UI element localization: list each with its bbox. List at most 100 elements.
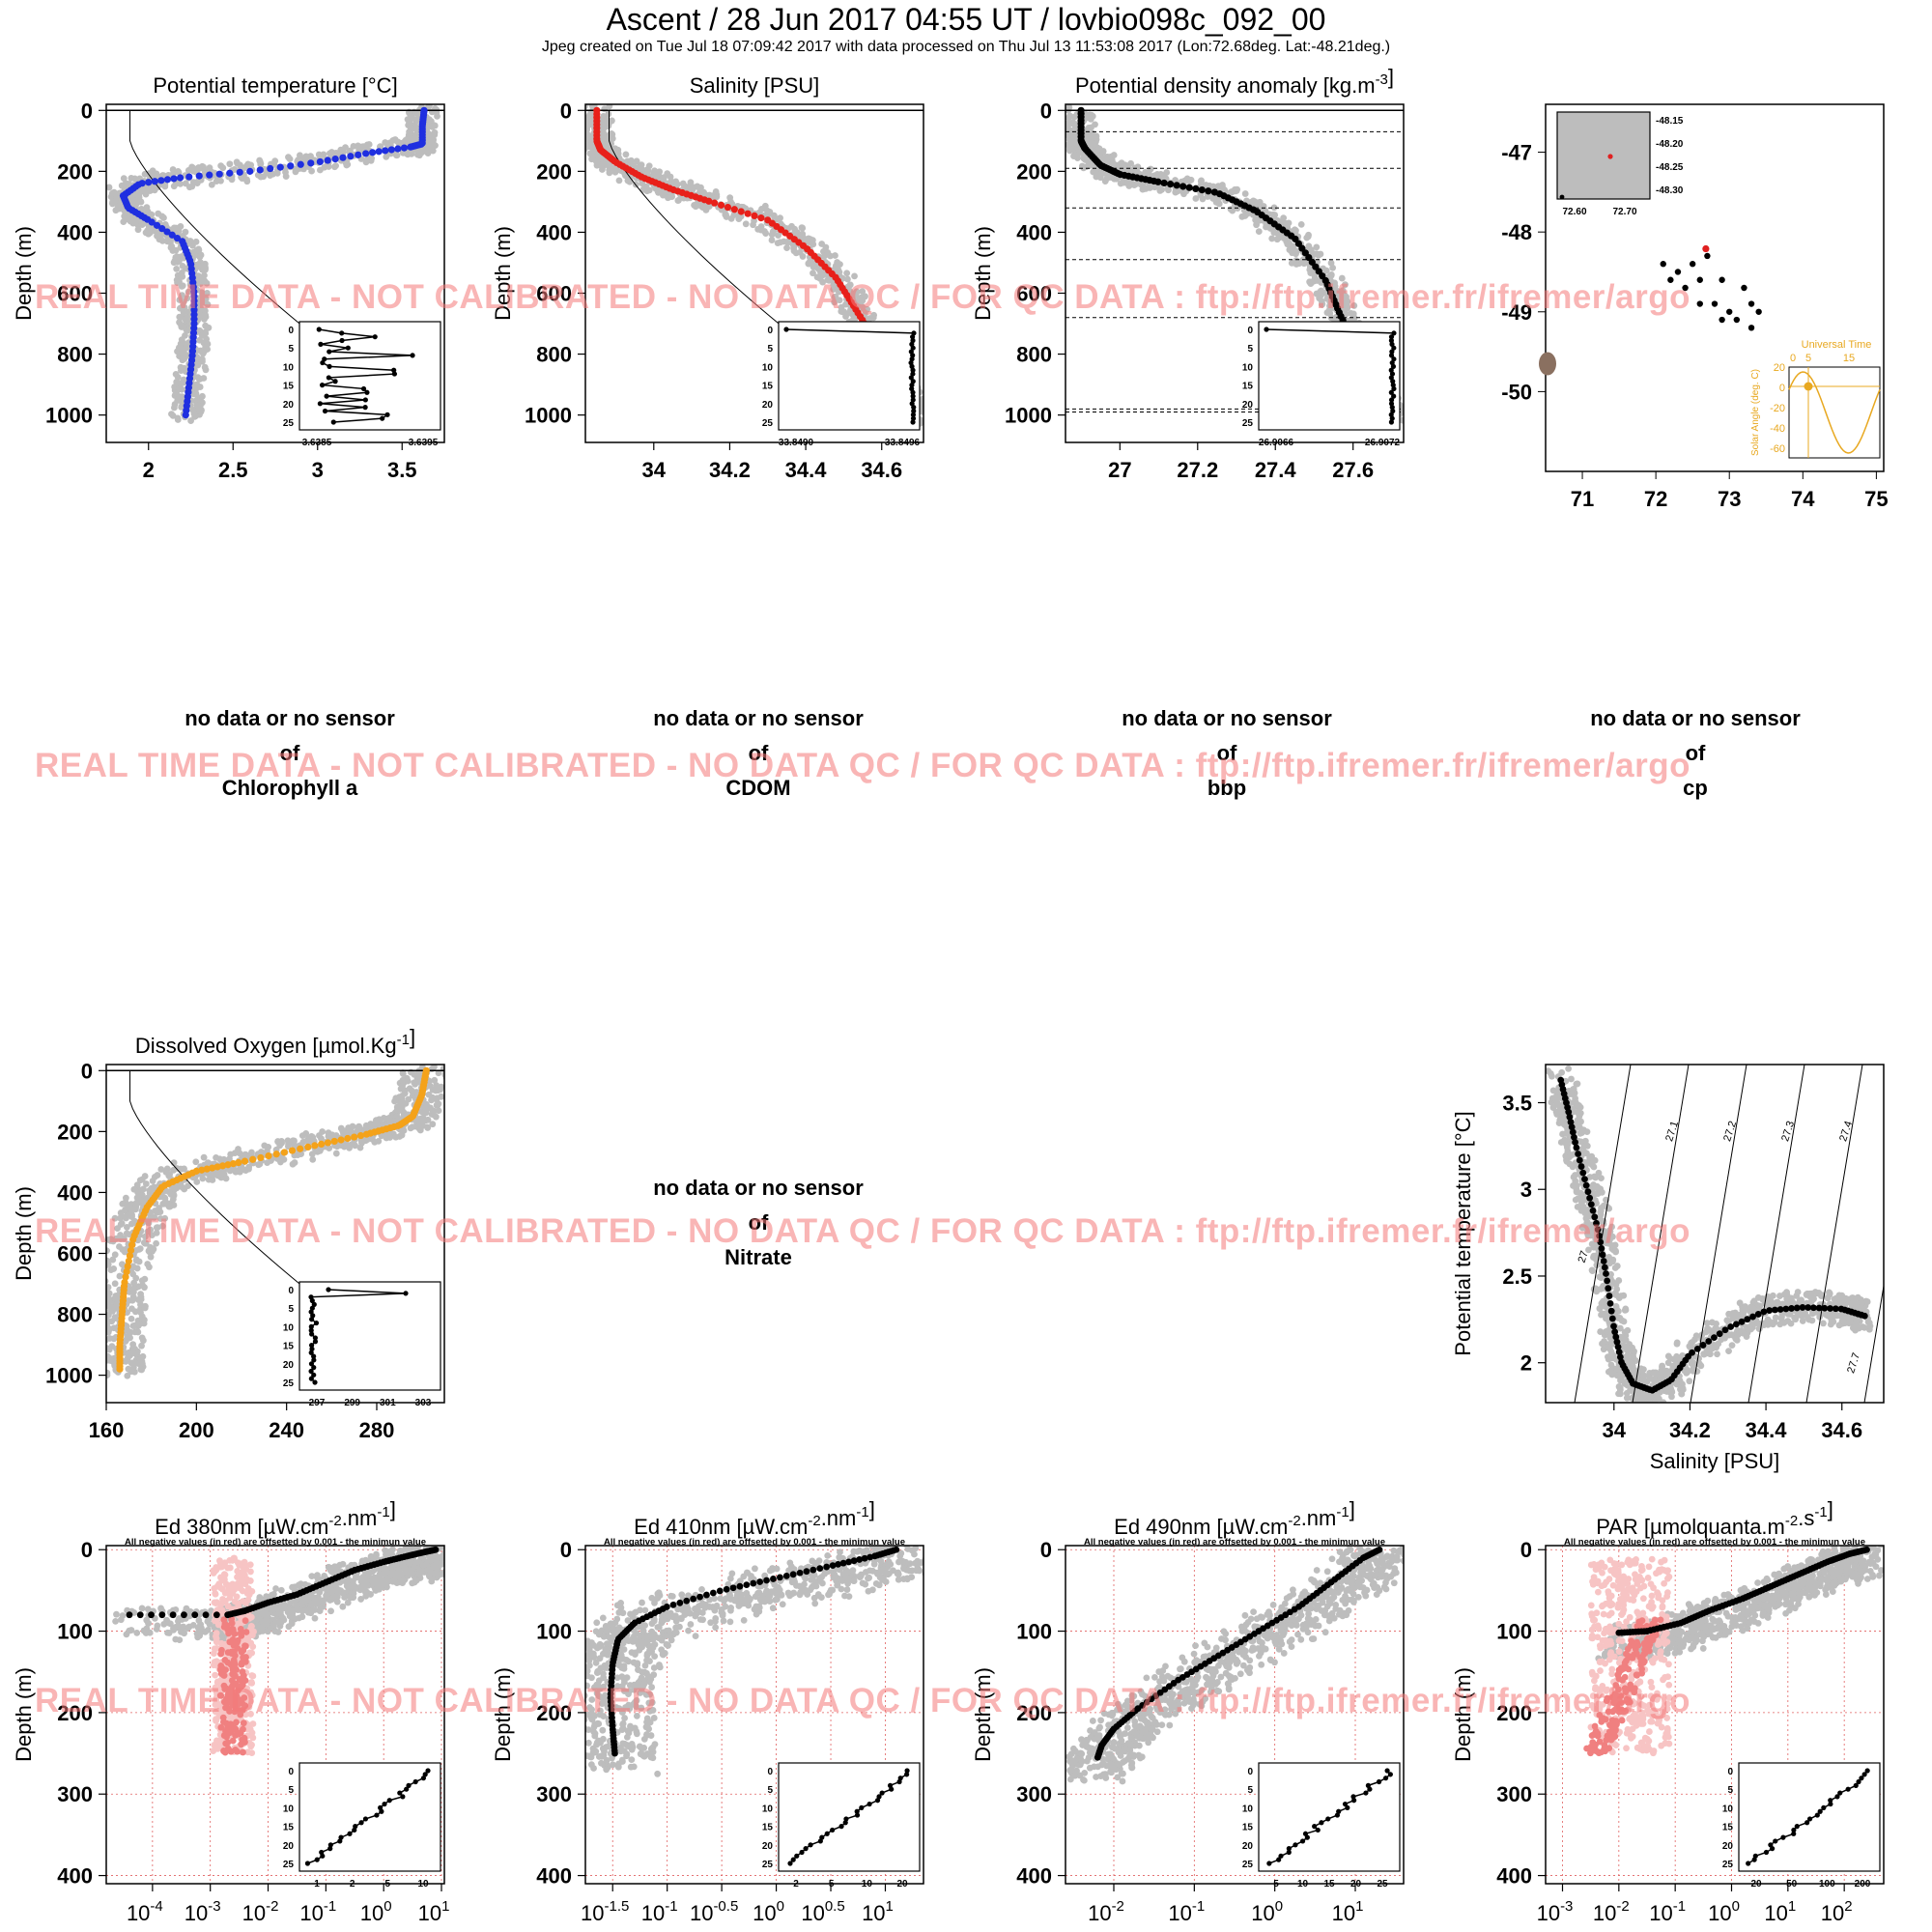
climatology-point — [761, 228, 768, 235]
solar-x-tick-label: 0 — [1790, 353, 1796, 364]
climatology-point — [202, 329, 210, 337]
climatology-point — [151, 1173, 158, 1180]
profile-point — [330, 1137, 338, 1146]
climatology-point — [326, 150, 333, 157]
climatology-point — [1568, 1075, 1575, 1083]
climatology-point — [134, 226, 142, 234]
climatology-point — [1122, 161, 1129, 169]
climatology-point — [1107, 174, 1115, 181]
climatology-point — [99, 1282, 105, 1289]
climatology-point — [136, 1361, 144, 1368]
climatology-point — [665, 194, 671, 202]
float-position-point — [1733, 316, 1741, 324]
x-tick-label: 3.5 — [387, 458, 417, 482]
climatology-point — [1197, 191, 1205, 199]
climatology-point — [1088, 124, 1094, 131]
climatology-point — [200, 349, 208, 355]
climatology-point — [614, 150, 622, 157]
solar-x-tick-label: 15 — [1843, 353, 1855, 364]
climatology-point — [167, 238, 174, 244]
inset-y-tick-label: 20 — [1242, 400, 1254, 411]
climatology-point — [129, 1263, 137, 1270]
climatology-point — [1101, 178, 1109, 185]
climatology-point — [606, 169, 613, 177]
climatology-point — [205, 324, 213, 331]
climatology-point — [328, 1131, 336, 1139]
zoom-y-tick-label: -48.30 — [1656, 185, 1684, 196]
climatology-point — [174, 374, 182, 381]
profile-point — [182, 412, 189, 419]
climatology-point — [1072, 132, 1080, 140]
climatology-point — [702, 203, 710, 211]
climatology-point — [118, 182, 126, 189]
climatology-point — [169, 247, 177, 254]
climatology-point — [869, 314, 877, 322]
y-tick-label: 200 — [536, 159, 572, 184]
climatology-point — [1084, 114, 1091, 122]
climatology-point — [1130, 182, 1138, 189]
profile-point — [1154, 178, 1162, 185]
climatology-point — [182, 228, 189, 236]
y-tick-label: 1000 — [525, 404, 572, 428]
climatology-point — [1826, 1289, 1833, 1296]
solar-current-point — [1804, 382, 1813, 391]
climatology-point — [122, 1213, 129, 1221]
climatology-point — [399, 1076, 407, 1084]
climatology-point — [406, 115, 412, 123]
inset-point — [312, 1379, 318, 1385]
climatology-point — [405, 138, 412, 145]
inset-point — [362, 405, 368, 411]
climatology-point — [124, 1354, 131, 1362]
y-tick-label: 800 — [536, 343, 572, 367]
climatology-point — [1342, 281, 1349, 289]
climatology-point — [94, 1367, 100, 1374]
inset-point — [910, 389, 916, 395]
plot-area — [106, 104, 444, 424]
climatology-point — [99, 1349, 106, 1355]
climatology-point — [220, 1155, 228, 1163]
climatology-point — [170, 404, 178, 412]
climatology-point — [1319, 300, 1325, 308]
climatology-point — [99, 1302, 106, 1309]
inset-y-tick-label: 25 — [283, 1378, 295, 1389]
climatology-point — [172, 224, 180, 232]
profile-point — [195, 172, 203, 180]
climatology-point — [412, 1089, 420, 1095]
climatology-point — [1068, 137, 1076, 144]
inset-y-tick-label: 5 — [767, 344, 773, 355]
climatology-point — [1599, 1340, 1605, 1348]
inset-point — [783, 327, 789, 332]
climatology-point — [106, 184, 113, 191]
profile-point — [236, 168, 243, 176]
inset-point — [322, 408, 328, 414]
climatology-point — [1065, 104, 1073, 111]
climatology-point — [118, 1261, 126, 1268]
inset-y-tick-label: 10 — [283, 1322, 295, 1333]
climatology-point — [415, 1117, 422, 1124]
zoom-x-tick-label: 72.70 — [1612, 207, 1636, 217]
climatology-point — [1805, 1316, 1813, 1323]
climatology-point — [111, 1251, 119, 1259]
climatology-point — [1268, 235, 1276, 242]
climatology-point — [831, 298, 838, 306]
profile-point — [126, 1252, 134, 1260]
climatology-point — [191, 382, 199, 389]
climatology-point — [196, 299, 204, 307]
climatology-point — [673, 181, 681, 188]
solar-x-tick-label: 5 — [1805, 353, 1811, 364]
climatology-point — [1137, 181, 1145, 188]
climatology-point — [1399, 408, 1404, 415]
climatology-point — [777, 239, 784, 246]
climatology-point — [790, 244, 797, 252]
climatology-point — [141, 170, 149, 178]
solar-y-tick-label: -40 — [1770, 423, 1785, 435]
y-tick-label: 400 — [57, 1180, 93, 1205]
climatology-point — [420, 147, 428, 155]
climatology-point — [98, 1348, 104, 1354]
climatology-point — [98, 1359, 104, 1366]
x-tick-label: 72 — [1644, 487, 1667, 511]
climatology-point — [291, 1159, 298, 1166]
climatology-point — [97, 1299, 103, 1306]
x-tick-label: 160 — [89, 1418, 125, 1442]
chart-map: 71 72 73 74 75-47-48-49-50-48.15-48.20-48.25… — [1501, 103, 1889, 511]
